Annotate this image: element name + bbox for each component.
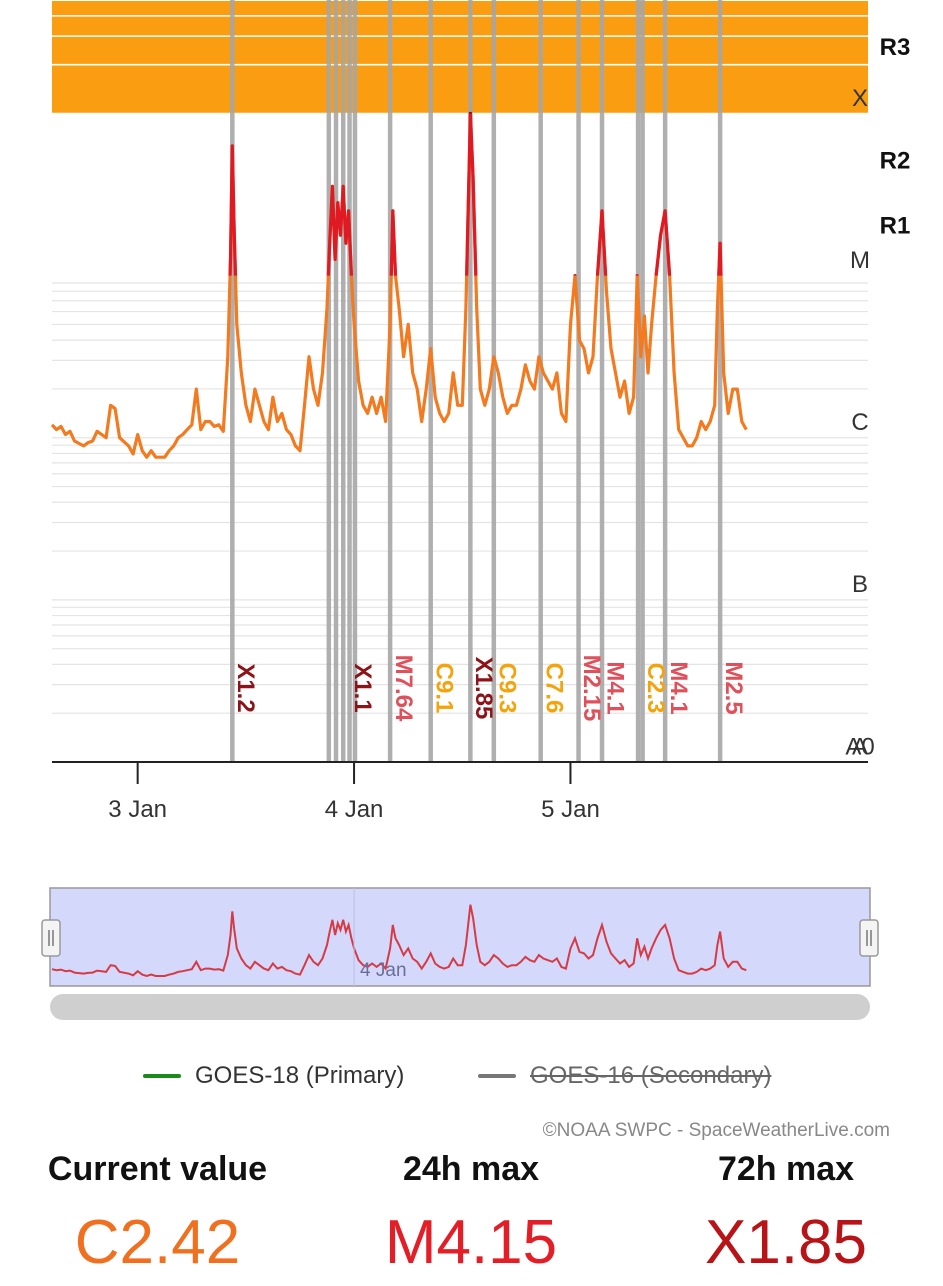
legend-primary-label: GOES-18 (Primary) bbox=[195, 1062, 405, 1089]
navigator: 4 Jan bbox=[41, 887, 879, 1020]
class-label-A: A bbox=[852, 733, 868, 760]
scrollbar[interactable] bbox=[50, 994, 870, 1020]
rb-label-R3: R3 bbox=[880, 34, 911, 61]
flare-label: M2.5 bbox=[720, 661, 747, 714]
x-tick-label: 5 Jan bbox=[541, 796, 600, 823]
handle-box bbox=[41, 919, 61, 957]
class-label-M: M bbox=[850, 247, 870, 274]
legend-primary[interactable]: GOES-18 (Primary) bbox=[143, 1062, 404, 1090]
flare-label: M4.1 bbox=[665, 661, 692, 714]
stat-current-label: Current value bbox=[47, 1150, 268, 1188]
legend-secondary-swatch bbox=[478, 1074, 516, 1078]
navigator-handle-right[interactable] bbox=[859, 919, 879, 957]
flare-label: C7.6 bbox=[540, 663, 567, 714]
stat-current-value: C2.42 bbox=[74, 1208, 241, 1277]
stat-72h-value: X1.85 bbox=[704, 1208, 868, 1277]
flare-label: C9.1 bbox=[430, 663, 457, 714]
stat-24h: 24h max M4.15 bbox=[340, 1150, 602, 1278]
stat-24h-label: 24h max bbox=[402, 1150, 540, 1188]
flux-line bbox=[50, 111, 748, 459]
class-label-X: X bbox=[852, 85, 868, 112]
stat-72h-label: 72h max bbox=[717, 1150, 855, 1188]
flare-label: M2.15 bbox=[578, 655, 605, 722]
band-x-class bbox=[52, 0, 868, 114]
flare-label: X1.1 bbox=[349, 663, 376, 712]
legend: GOES-18 (Primary) GOES-16 (Secondary) bbox=[0, 1062, 943, 1098]
handle-box bbox=[859, 919, 879, 957]
flare-label: C2.3 bbox=[642, 663, 669, 714]
x-tick-label: 4 Jan bbox=[325, 796, 384, 823]
stat-24h-value: M4.15 bbox=[384, 1208, 558, 1277]
navigator-handle-left[interactable] bbox=[41, 919, 61, 957]
flare-label: X1.2 bbox=[232, 663, 259, 712]
navigator-window bbox=[49, 887, 871, 987]
class-label-B: B bbox=[852, 571, 868, 598]
class-label-C: C bbox=[851, 409, 868, 436]
flare-label: M4.1 bbox=[602, 661, 629, 714]
stat-72h: 72h max X1.85 bbox=[655, 1150, 917, 1278]
legend-secondary-label: GOES-16 (Secondary) bbox=[530, 1062, 772, 1089]
credit-text[interactable]: ©NOAA SWPC - SpaceWeatherLive.com bbox=[542, 1120, 890, 1141]
class-label-A0: A0 bbox=[845, 733, 874, 760]
x-tick-label: 3 Jan bbox=[108, 796, 167, 823]
legend-primary-swatch bbox=[143, 1074, 181, 1078]
flare-label: C9.3 bbox=[493, 663, 520, 714]
navigator-line bbox=[51, 904, 747, 978]
legend-secondary[interactable]: GOES-16 (Secondary) bbox=[478, 1062, 771, 1090]
rb-label-R2: R2 bbox=[880, 147, 911, 174]
flare-label: X1.85 bbox=[470, 657, 497, 720]
flare-label: M7.64 bbox=[390, 655, 417, 722]
navigator-date-label: 4 Jan bbox=[360, 960, 406, 981]
rb-label-R1: R1 bbox=[880, 212, 911, 239]
stats-panel: Current value C2.42 24h max M4.15 72h ma… bbox=[0, 1150, 943, 1286]
stat-current: Current value C2.42 bbox=[20, 1150, 295, 1278]
